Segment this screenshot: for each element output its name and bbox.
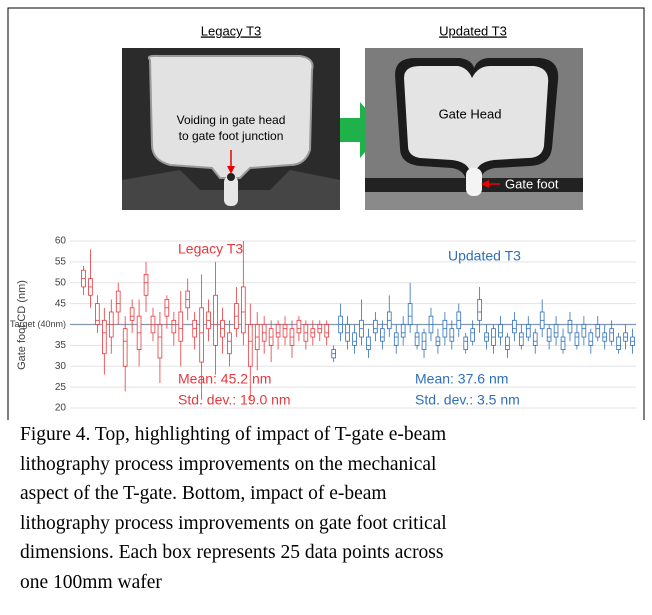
box [130,308,134,321]
box [228,333,232,354]
y-tick-label: 50 [55,277,67,288]
box [401,325,405,338]
box [380,329,384,342]
series-annotation: Std. dev.: 19.0 nm [178,392,291,408]
box [533,333,537,346]
caption-line: lithography process improvements on gate… [20,509,640,539]
box [575,333,579,346]
y-tick-label: 30 [55,361,67,372]
box [617,337,621,350]
box [478,299,482,320]
box [283,325,287,338]
box [102,320,106,353]
series-label: Legacy T3 [178,241,243,257]
box [116,291,120,312]
box [450,329,454,342]
y-tick-label: 60 [55,236,67,247]
box [512,320,516,333]
box [589,333,593,346]
box [214,295,218,345]
series-annotation: Mean: 37.6 nm [415,371,508,387]
box [144,274,148,295]
box [248,325,252,367]
box [526,325,530,338]
box [325,325,329,338]
box [519,333,523,346]
box [547,329,551,342]
box [179,312,183,341]
box [415,333,419,346]
y-tick-label: 55 [55,257,67,268]
caption-line: one 100mm wafer [20,568,640,598]
box [506,337,510,350]
box [158,325,162,358]
y-tick-label: 45 [55,298,67,309]
box [582,325,586,338]
box [596,325,600,338]
series-label: Updated T3 [448,248,521,264]
box [499,325,503,338]
box [561,337,565,350]
box [568,320,572,333]
caption-line: lithography process improvements on the … [20,450,640,480]
y-tick-label: 35 [55,340,67,351]
series-annotation: Std. dev.: 3.5 nm [415,392,520,408]
box [373,320,377,333]
y-tick-label: 25 [55,382,67,393]
box [610,329,614,342]
box [353,333,357,346]
box [276,325,280,338]
box [172,320,176,333]
figure: Legacy T3 Updated T3 Voiding in gate hea… [0,0,652,615]
box [367,337,371,350]
caption-line: dimensions. Each box represents 25 data … [20,538,640,568]
box [297,320,301,333]
box [471,329,475,342]
caption-line: aspect of the T-gate. Bottom, impact of … [20,479,640,509]
y-tick-label: 20 [55,403,67,414]
series-annotation: Mean: 45.2 nm [178,371,271,387]
y-tick-label: Target (40nm) [10,319,66,329]
box [95,304,99,325]
box [408,304,412,325]
box [123,329,127,367]
box [200,308,204,362]
box [464,337,468,350]
box [394,333,398,346]
box [554,325,558,338]
box [241,287,245,333]
caption-line: Figure 4. Top, highlighting of impact of… [20,420,640,450]
caption: Figure 4. Top, highlighting of impact of… [20,420,640,597]
